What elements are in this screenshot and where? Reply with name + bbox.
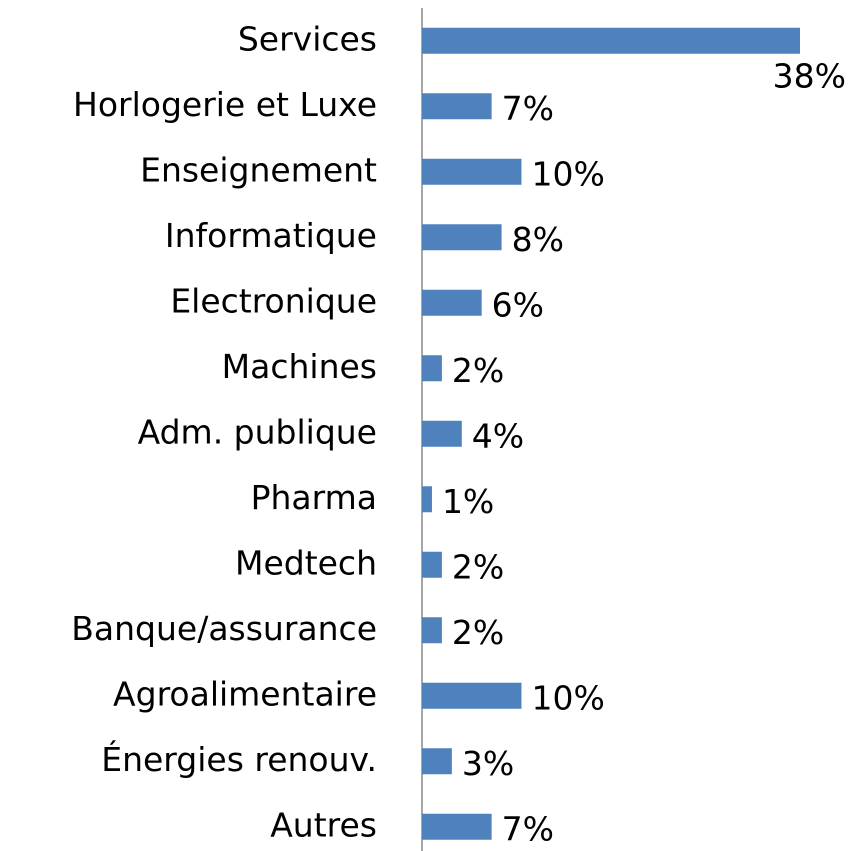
data-label: 38%	[773, 56, 846, 95]
bar	[422, 617, 442, 644]
bar	[422, 158, 522, 185]
data-label: 2%	[452, 613, 504, 652]
data-label: 7%	[502, 809, 554, 848]
category-label: Machines	[222, 347, 377, 386]
category-label: Pharma	[251, 478, 377, 517]
data-label: 2%	[452, 547, 504, 586]
bar	[422, 420, 462, 447]
category-label: Adm. publique	[138, 412, 377, 451]
data-label: 2%	[452, 351, 504, 390]
category-label: Énergies renouv.	[101, 739, 377, 779]
bar	[422, 224, 502, 251]
bar	[422, 813, 492, 840]
category-label: Electronique	[170, 281, 377, 320]
bar	[422, 289, 482, 316]
category-label: Agroalimentaire	[113, 674, 377, 713]
category-label: Medtech	[235, 543, 377, 582]
bar	[422, 355, 442, 382]
category-label: Horlogerie et Luxe	[73, 85, 377, 124]
category-label: Informatique	[165, 216, 377, 255]
category-label: Enseignement	[140, 150, 377, 189]
data-label: 3%	[462, 744, 514, 783]
data-label: 10%	[531, 154, 604, 193]
bar	[422, 486, 432, 513]
data-label: 10%	[531, 678, 604, 717]
bar	[422, 551, 442, 578]
category-label: Services	[238, 19, 377, 58]
bar	[422, 93, 492, 120]
bar	[422, 748, 452, 775]
bar	[422, 682, 522, 709]
data-label: 6%	[492, 285, 544, 324]
data-label: 1%	[442, 482, 494, 521]
data-label: 4%	[472, 416, 524, 455]
category-label: Autres	[270, 805, 377, 844]
data-label: 8%	[512, 220, 564, 259]
bar	[422, 27, 800, 54]
category-label: Banque/assurance	[71, 609, 377, 648]
data-label: 7%	[502, 89, 554, 128]
